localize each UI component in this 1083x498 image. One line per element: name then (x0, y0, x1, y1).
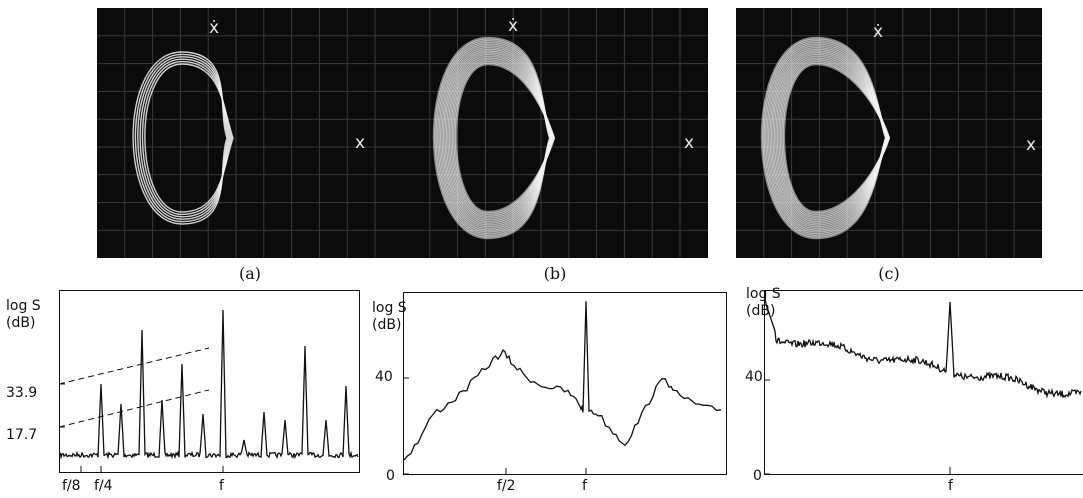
phase-portrait-a: ẋ x (97, 8, 403, 258)
spectrum-a-xtick-1: f/8 (62, 478, 81, 494)
trajectory-loop (782, 62, 891, 214)
spectrum-a-ylabel-line1: log S (6, 298, 41, 314)
spectrum-b-ylabel-line2: (dB) (372, 317, 402, 333)
phase-portrait-c: ẋ x (736, 8, 1042, 258)
trajectory-loop (454, 62, 556, 214)
spectrum-b-plot (403, 292, 727, 475)
caption-c: (c) (878, 264, 900, 283)
spectrum-b-ticks (403, 377, 587, 475)
trajectory-loop (144, 63, 234, 213)
spectrum-b-ytick-40: 40 (375, 369, 393, 385)
caption-b: (b) (543, 264, 567, 283)
spectrum-c-trace (764, 297, 1082, 399)
caption-a: (a) (238, 264, 262, 283)
spectrum-c-ylabel-line2: (dB) (746, 303, 776, 319)
x-axis-label-b: x (684, 133, 695, 153)
attractor-c (760, 36, 891, 240)
x-axis-label-c: x (1026, 135, 1037, 155)
spectrum-b-trace (403, 301, 722, 461)
spectrum-a-ytick-2: 17.7 (6, 427, 38, 443)
spectrum-c-ytick-40: 40 (745, 369, 763, 385)
spectrum-a-plot (58, 290, 360, 473)
phase-portrait-b: ẋ x (402, 8, 708, 258)
spectrum-c-ticks (764, 379, 951, 475)
phase-portrait-a-plot (97, 8, 403, 258)
x-axis-label-a: x (355, 133, 366, 153)
spectrum-c-xtick-1: f (948, 478, 953, 494)
spectrum-a-frame (59, 290, 360, 473)
spectrum-b-xtick-2: f (582, 478, 587, 494)
spectrum-b-ylabel: log S (dB) (372, 300, 407, 334)
spectrum-b-frame (403, 292, 727, 475)
spectrum-c (764, 290, 1083, 475)
xdot-axis-label-b: ẋ (508, 16, 519, 36)
spectrum-a (58, 290, 361, 473)
spectrum-a-xtick-3: f (219, 478, 224, 494)
spectrum-c-plot (764, 290, 1083, 475)
spectrum-a-ytick-1: 33.9 (6, 385, 38, 401)
spectrum-c-ylabel: log S (dB) (746, 286, 781, 320)
spectrum-b-ytick-0: 0 (386, 468, 395, 484)
spectrum-b-ylabel-line1: log S (372, 300, 407, 316)
spectrum-c-ytick-0: 0 (753, 468, 762, 484)
attractor-b (432, 36, 556, 240)
scope-grid-a (97, 8, 403, 258)
spectrum-a-trace (59, 309, 359, 460)
spectrum-a-xtick-2: f/4 (94, 478, 113, 494)
spectrum-c-frame (764, 290, 1083, 475)
attractor-a (132, 51, 234, 225)
xdot-axis-label-c: ẋ (873, 22, 884, 42)
spectrum-b (403, 292, 728, 475)
spectrum-a-ylabel: log S (dB) (6, 298, 41, 332)
phase-portrait-b-plot (402, 8, 708, 258)
phase-portrait-c-plot (736, 8, 1042, 258)
spectrum-a-ylabel-line2: (dB) (6, 315, 36, 331)
spectrum-a-guide-2 (58, 389, 210, 428)
spectrum-a-guide-1 (58, 347, 210, 385)
xdot-axis-label-a: ẋ (209, 18, 220, 38)
spectrum-b-xtick-1: f/2 (497, 478, 516, 494)
